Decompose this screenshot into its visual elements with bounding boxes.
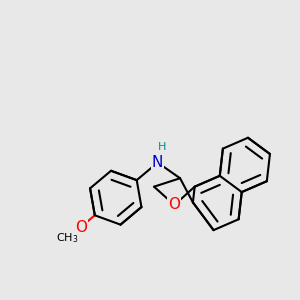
Text: N: N (152, 155, 163, 170)
Text: CH$_3$: CH$_3$ (56, 231, 79, 245)
Text: O: O (168, 197, 180, 212)
Text: O: O (75, 220, 87, 235)
Text: H: H (158, 142, 166, 152)
